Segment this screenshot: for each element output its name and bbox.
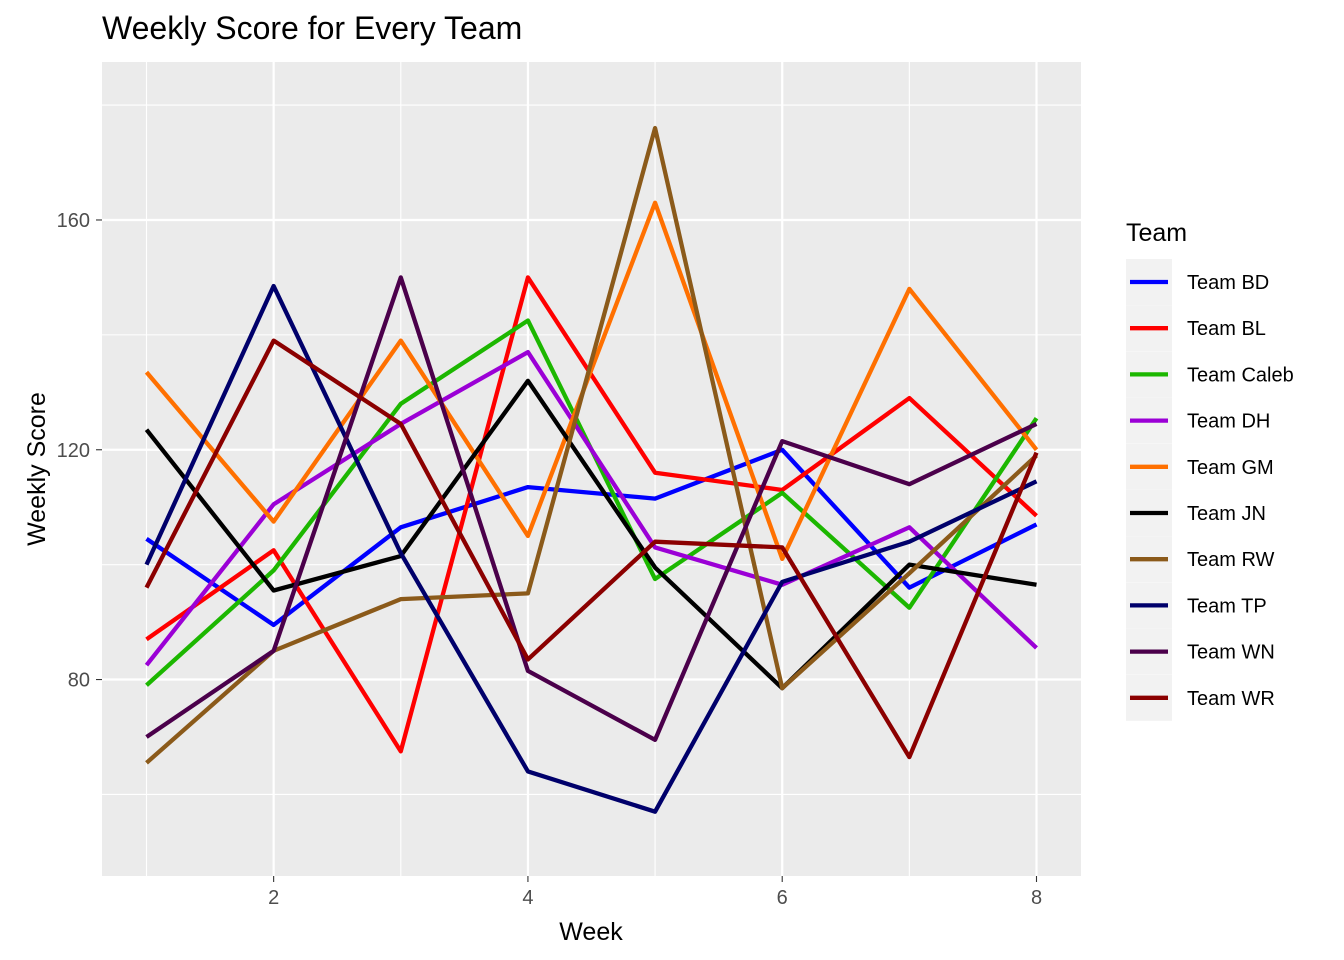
series-line-team-wr [144, 338, 1039, 760]
x-axis-title: Week [559, 918, 623, 946]
legend-item-label: Team RW [1187, 549, 1275, 571]
y-tick-label: 160 [57, 210, 90, 232]
x-axis-ticks: 2 4 6 8 [268, 876, 1042, 909]
x-tick-label: 2 [268, 887, 279, 909]
legend: Team BD Team BL Team Caleb Team DH Team GM Te… [1126, 259, 1294, 721]
x-tick-label: 6 [777, 887, 788, 909]
legend-item-label: Team JN [1187, 503, 1266, 525]
legend-item-label: Team BD [1187, 272, 1269, 294]
x-tick-label: 4 [522, 887, 533, 909]
legend-item-label: Team TP [1187, 595, 1267, 617]
series-line-team-bd [145, 447, 1038, 628]
minor-gridlines [102, 62, 1081, 876]
series-line-team-tp [144, 283, 1038, 814]
legend-item-label: Team WN [1187, 642, 1275, 664]
legend-item-label: Team BL [1187, 318, 1266, 340]
series-line-team-wn [145, 275, 1038, 742]
series-lines [144, 125, 1039, 814]
y-tick-label: 120 [57, 440, 90, 462]
series-line-team-rw [145, 125, 1038, 765]
y-axis-ticks: 80 120 160 [57, 210, 102, 692]
series-line-team-gm [144, 200, 1039, 562]
y-tick-label: 80 [68, 670, 90, 692]
legend-item-label: Team WR [1187, 688, 1275, 710]
legend-item-label: Team GM [1187, 457, 1274, 479]
x-tick-label: 8 [1031, 887, 1042, 909]
legend-item-label: Team Caleb [1187, 364, 1294, 386]
legend-title: Team [1126, 219, 1187, 247]
y-axis-title: Weekly Score [23, 392, 51, 546]
legend-item-label: Team DH [1187, 411, 1270, 433]
plot-panel [102, 62, 1081, 876]
chart-title: Weekly Score for Every Team [102, 10, 522, 46]
